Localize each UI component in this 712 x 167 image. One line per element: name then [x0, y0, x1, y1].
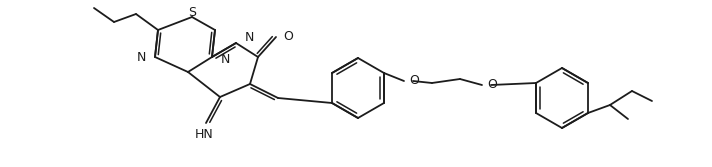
Text: N: N [221, 52, 231, 65]
Text: O: O [283, 30, 293, 42]
Text: S: S [188, 6, 196, 19]
Text: O: O [487, 78, 497, 92]
Text: N: N [245, 31, 254, 43]
Text: O: O [409, 74, 419, 88]
Text: N: N [137, 50, 146, 63]
Text: HN: HN [194, 127, 214, 140]
